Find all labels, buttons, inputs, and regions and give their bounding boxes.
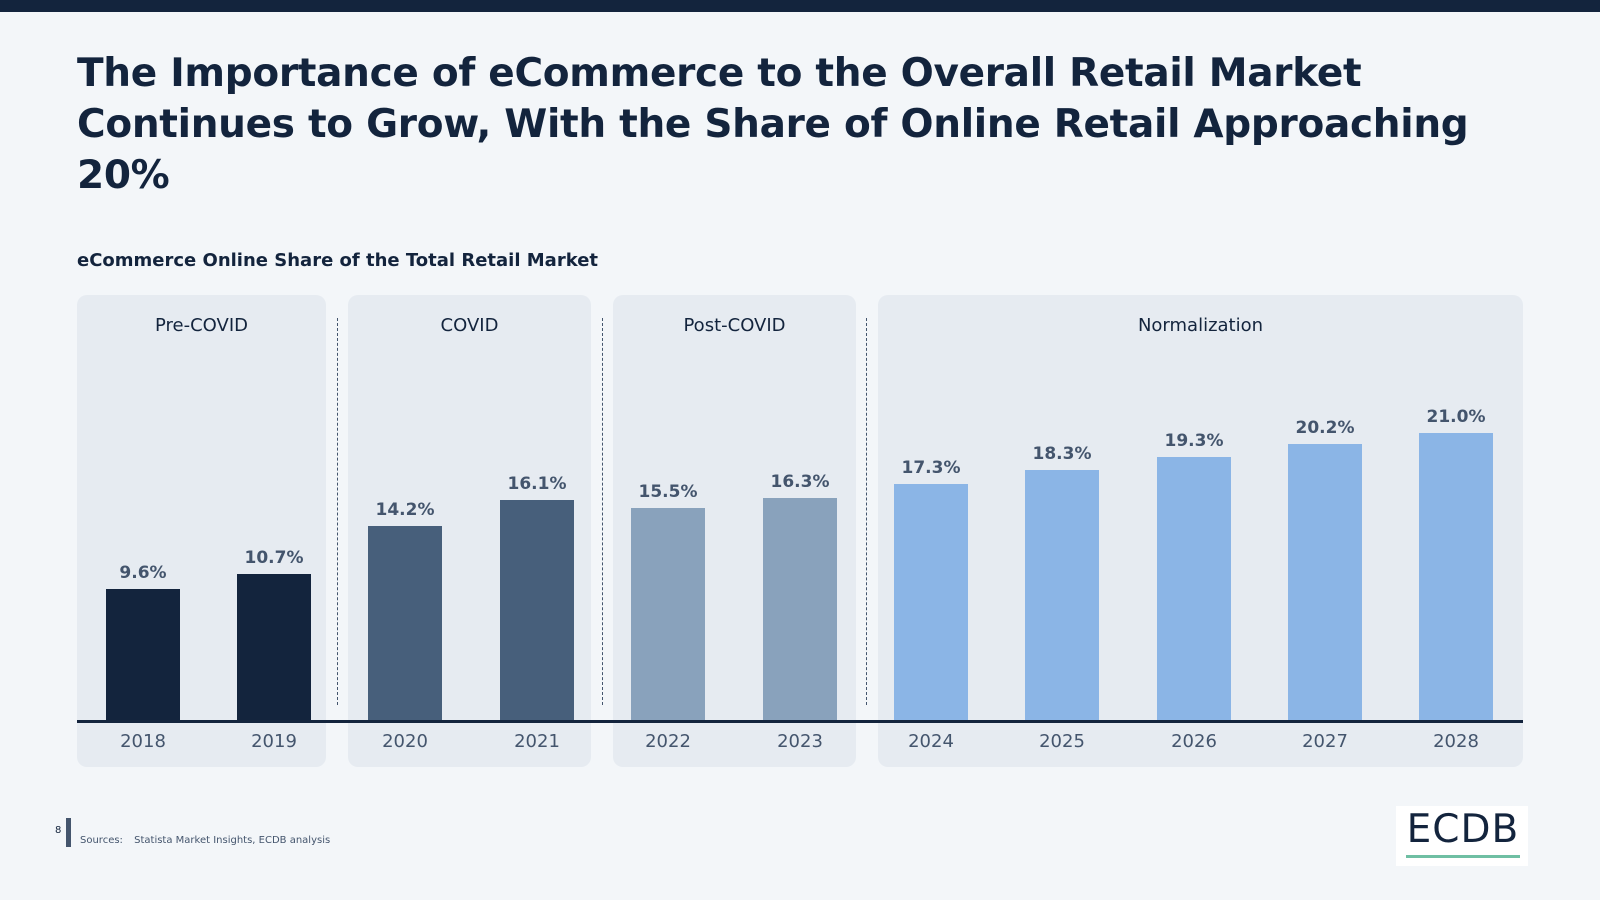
data-label-2018: 9.6% [119, 562, 167, 583]
sources-note: Sources: Statista Market Insights, ECDB … [80, 835, 330, 846]
bar-2022 [631, 508, 705, 720]
bar-2019 [237, 573, 311, 720]
x-tick-label-2026: 2026 [1171, 731, 1217, 752]
data-label-2025: 18.3% [1032, 444, 1092, 465]
bar-2021 [500, 500, 574, 720]
chart-title: eCommerce Online Share of the Total Reta… [77, 250, 599, 271]
phase-label-covid: COVID [440, 315, 499, 336]
x-tick-label-2025: 2025 [1039, 731, 1085, 752]
x-tick-label-2020: 2020 [382, 731, 428, 752]
data-label-2020: 14.2% [375, 500, 435, 521]
x-tick-label-2022: 2022 [645, 731, 691, 752]
sources-text: Statista Market Insights, ECDB analysis [134, 835, 331, 846]
phase-divider [866, 318, 867, 705]
bar-2023 [763, 497, 837, 720]
bar-2028 [1419, 433, 1493, 720]
bar-2024 [894, 483, 968, 720]
data-label-2023: 16.3% [770, 471, 830, 492]
data-label-2028: 21.0% [1426, 407, 1486, 428]
logo-underline [1406, 855, 1520, 858]
x-tick-label-2019: 2019 [251, 731, 297, 752]
data-label-2024: 17.3% [901, 457, 961, 478]
phase-label-post-covid: Post-COVID [683, 315, 786, 336]
phase-label-normalization: Normalization [1137, 315, 1264, 336]
data-label-2019: 10.7% [244, 547, 304, 568]
bar-2025 [1025, 470, 1099, 720]
page-number: 8 [55, 825, 62, 836]
x-tick-label-2023: 2023 [777, 731, 823, 752]
phase-divider [602, 318, 603, 705]
x-tick-label-2021: 2021 [514, 731, 560, 752]
data-label-2026: 19.3% [1164, 430, 1224, 451]
data-label-2021: 16.1% [507, 474, 567, 495]
data-label-2027: 20.2% [1295, 418, 1355, 439]
bar-2020 [368, 526, 442, 720]
data-label-2022: 15.5% [638, 482, 698, 503]
top-accent-bar [0, 0, 1600, 12]
x-axis-line [77, 720, 1523, 723]
bar-2027 [1288, 444, 1362, 720]
bar-2018 [106, 588, 180, 720]
x-tick-label-2024: 2024 [908, 731, 954, 752]
x-tick-label-2018: 2018 [120, 731, 166, 752]
bar-2026 [1157, 456, 1231, 720]
x-tick-label-2027: 2027 [1302, 731, 1348, 752]
phase-divider [337, 318, 338, 705]
x-tick-label-2028: 2028 [1433, 731, 1479, 752]
ecdb-logo: ECDB [1406, 807, 1520, 852]
page-marker [66, 818, 71, 847]
phase-label-pre-covid: Pre-COVID [154, 315, 248, 336]
sources-label: Sources: [80, 835, 123, 846]
page-title: The Importance of eCommerce to the Overa… [77, 51, 1469, 198]
